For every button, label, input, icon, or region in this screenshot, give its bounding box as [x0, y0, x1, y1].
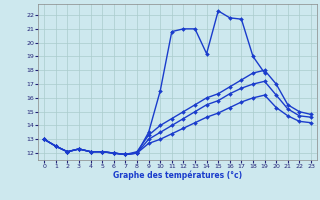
X-axis label: Graphe des températures (°c): Graphe des températures (°c): [113, 171, 242, 180]
